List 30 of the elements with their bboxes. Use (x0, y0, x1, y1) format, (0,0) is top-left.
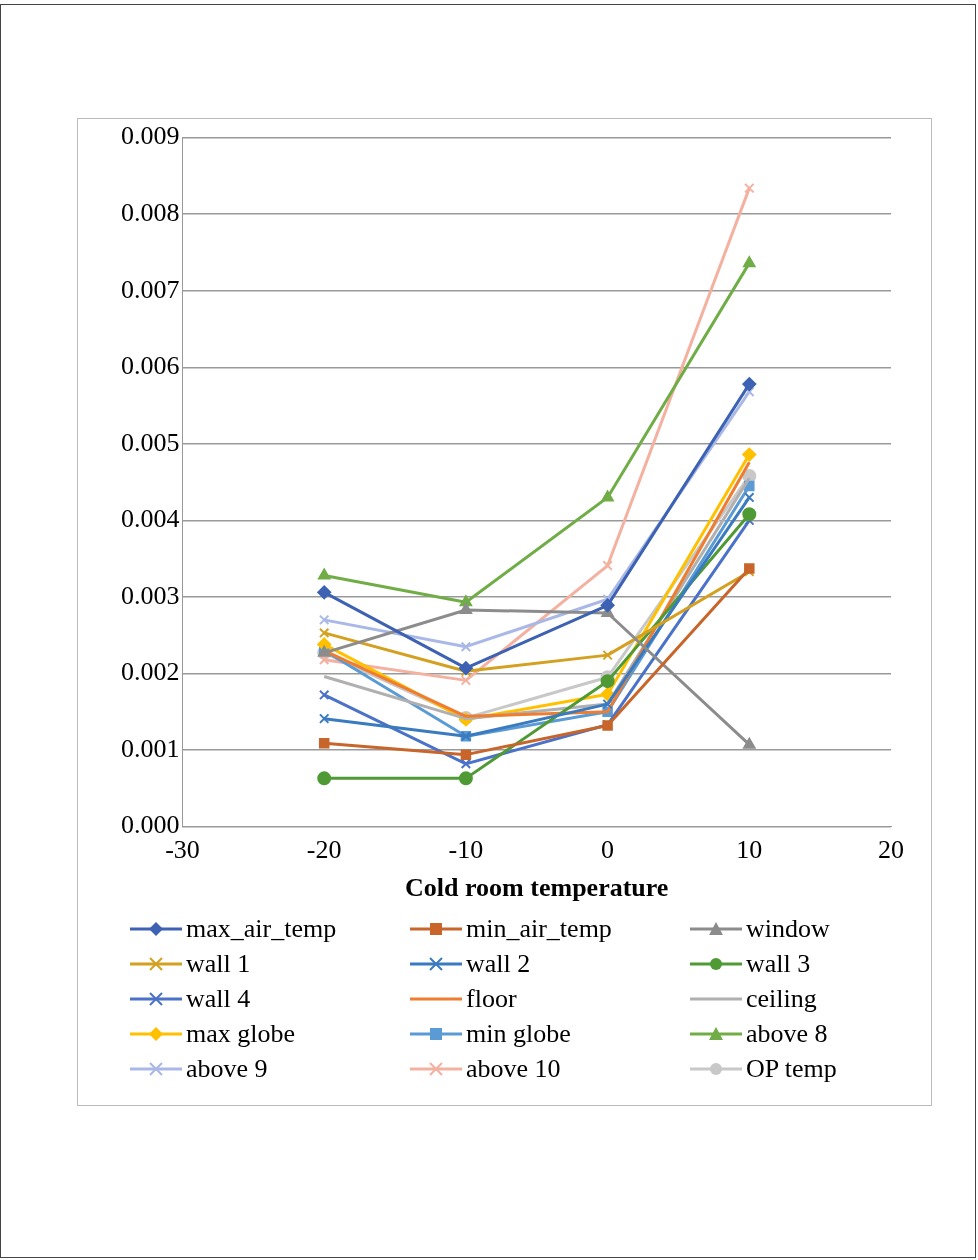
legend-label: wall 1 (186, 948, 251, 979)
x-axis-title: Cold room temperature (405, 873, 669, 903)
x-tick-label: 20 (878, 835, 904, 865)
x-tick-label: -10 (448, 835, 484, 865)
legend-label: above 9 (186, 1053, 268, 1084)
legend-label: min_air_temp (466, 913, 612, 944)
legend-label: above 8 (746, 1018, 828, 1049)
y-tick-label: 0.001 (121, 733, 180, 763)
legend-label: floor (466, 983, 517, 1014)
y-tick-label: 0.002 (121, 657, 180, 687)
y-tick-label: 0.004 (121, 504, 180, 534)
legend-label: min globe (466, 1018, 571, 1049)
legend-label: max globe (186, 1018, 296, 1049)
y-tick-label: 0.006 (121, 351, 180, 381)
legend-label: window (746, 913, 830, 944)
y-tick-label: 0.003 (121, 580, 180, 610)
legend-label: wall 4 (186, 983, 251, 1014)
legend-label: ceiling (746, 983, 817, 1014)
legend-label: above 10 (466, 1053, 561, 1084)
legend-label: wall 3 (746, 948, 811, 979)
x-tick-label: 10 (736, 835, 763, 865)
x-tick-label: 0 (601, 835, 615, 865)
y-tick-label: 0.009 (121, 121, 180, 151)
x-tick-label: -20 (306, 835, 342, 865)
y-tick-label: 0.005 (121, 427, 180, 457)
legend-label: max_air_temp (186, 913, 337, 944)
legend-label: OP temp (746, 1053, 837, 1084)
legend-label: wall 2 (466, 948, 531, 979)
y-tick-label: 0.008 (121, 197, 180, 227)
y-tick-label: 0.007 (121, 274, 180, 304)
